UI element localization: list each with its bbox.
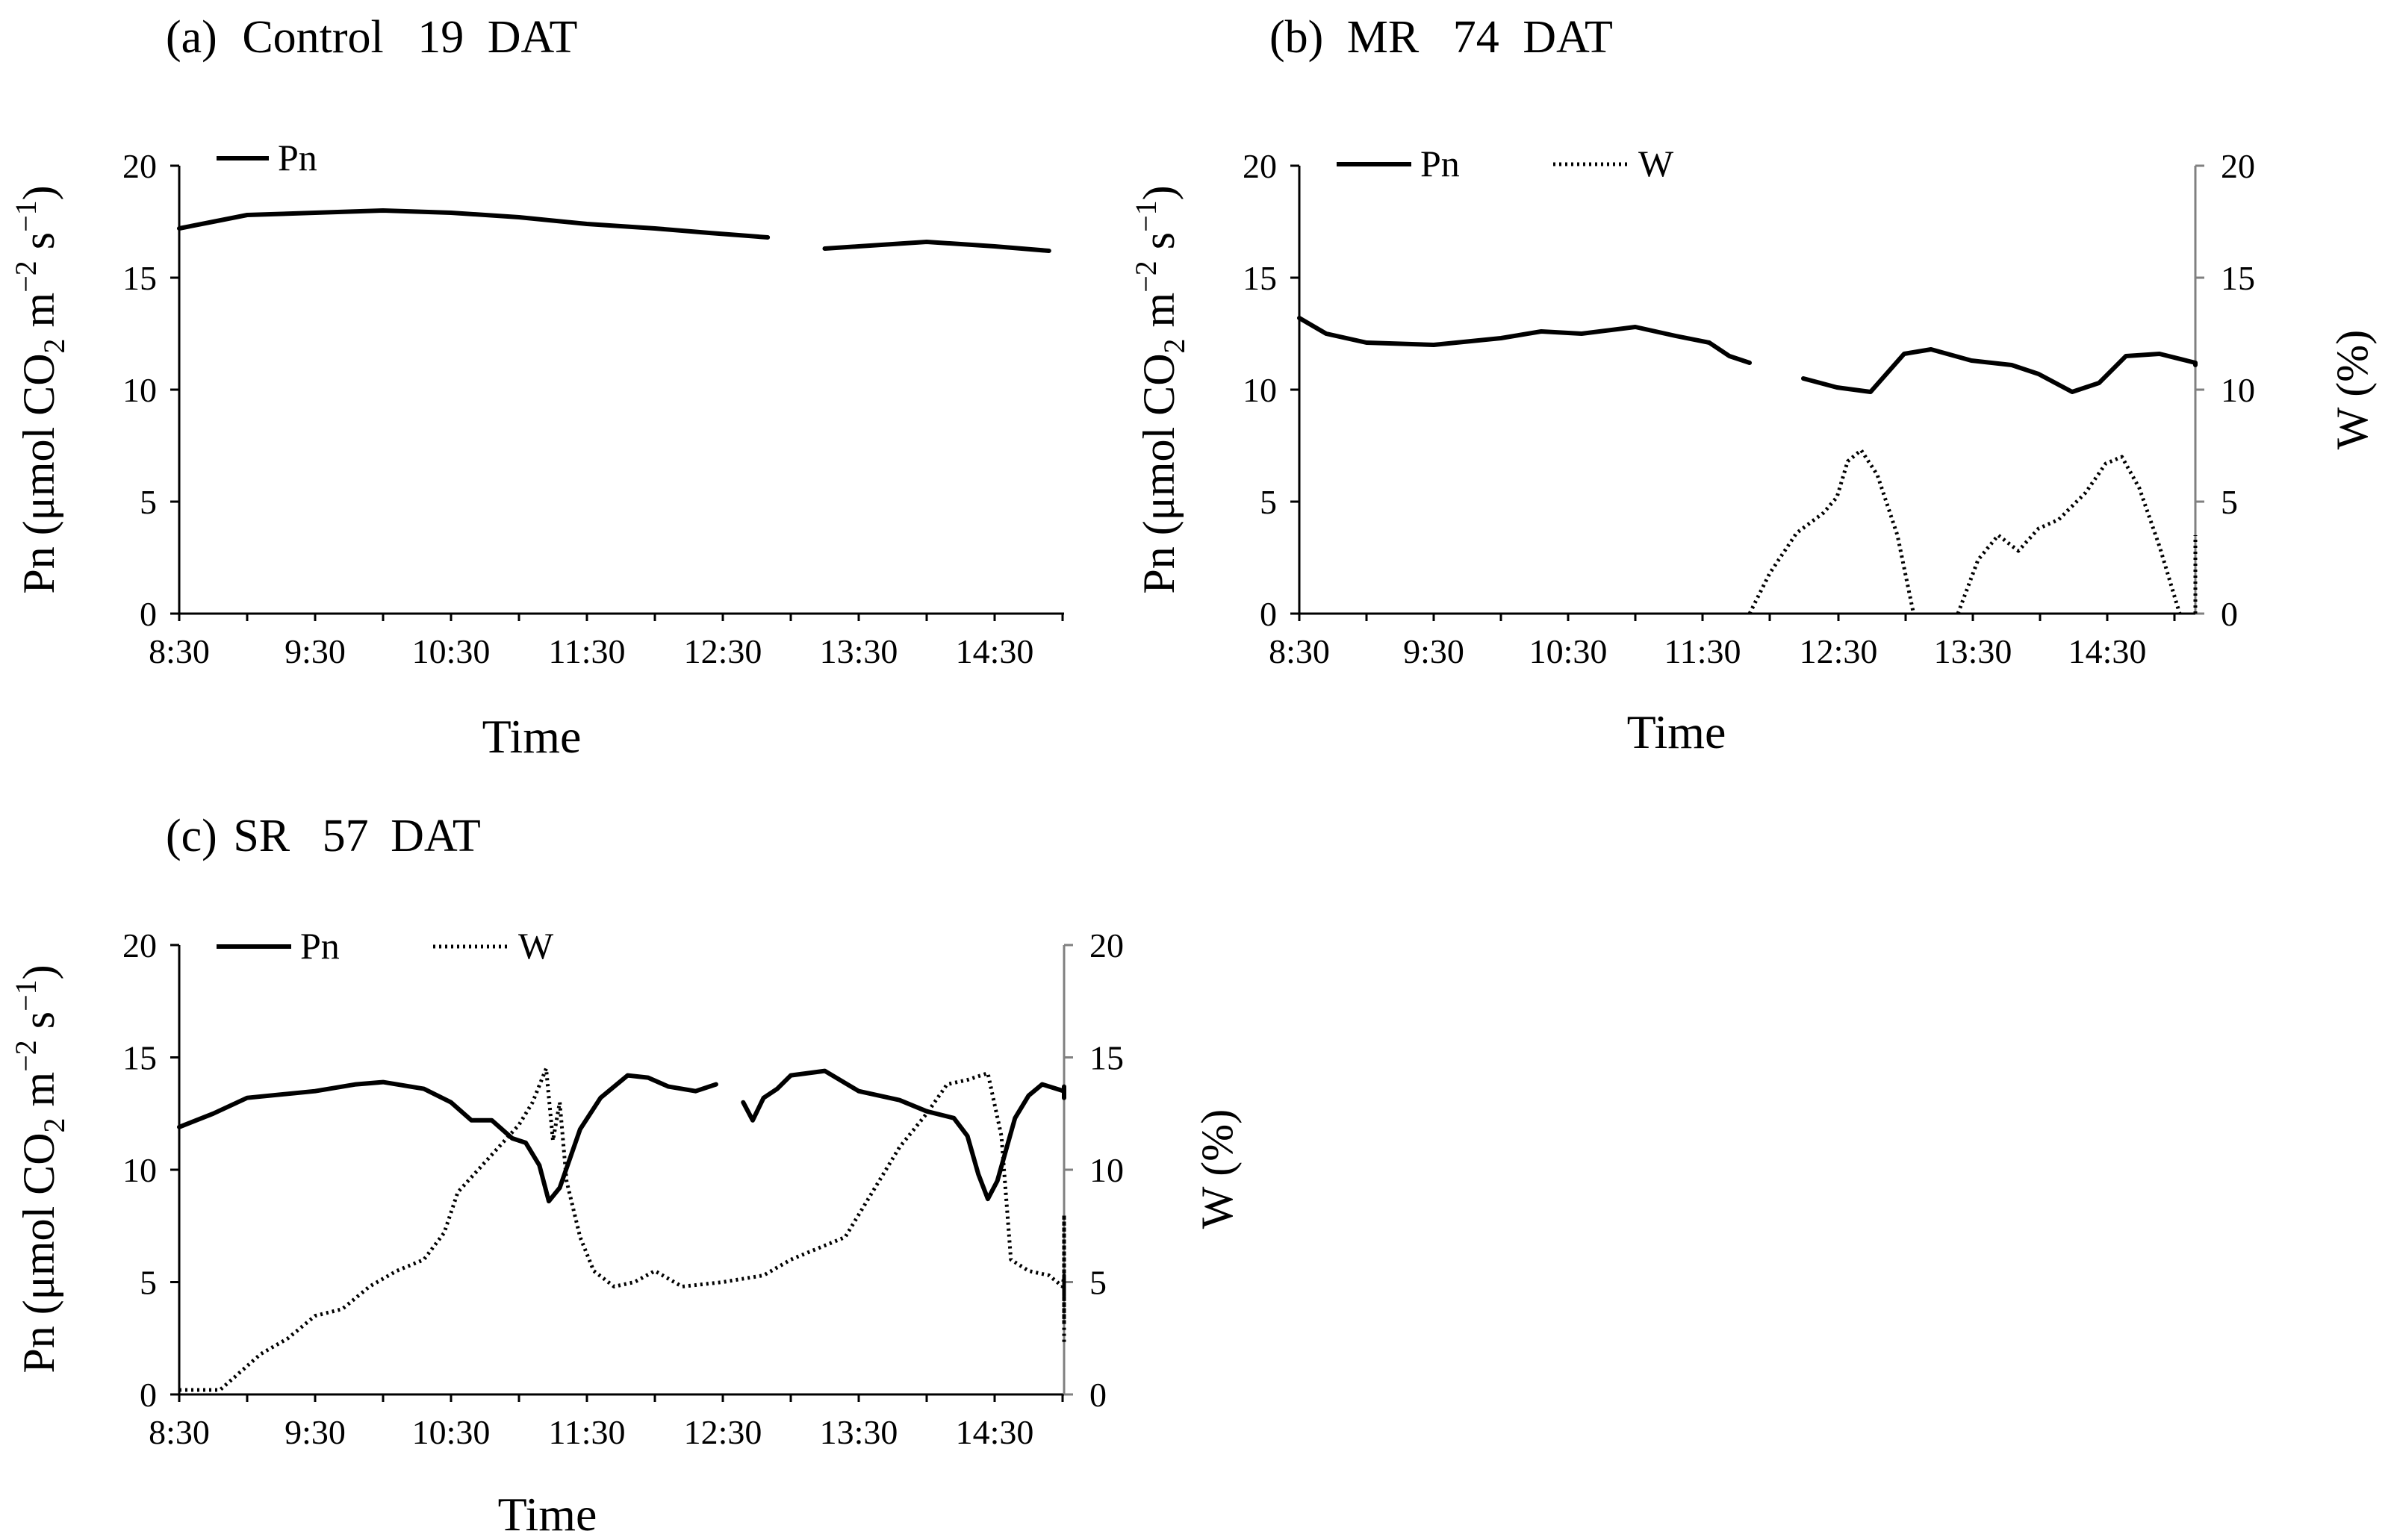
y-tick-label-a-1: 5 — [140, 483, 157, 521]
x-tick-label-c-2: 10:30 — [412, 1413, 491, 1451]
y-tick-label-c-3: 15 — [122, 1039, 157, 1077]
axis-ticks-c: 0 5 10 15 20 0 5 10 15 20 8:30 9:30 10:30 11:30 12:30 1… — [122, 926, 1124, 1451]
x-tick-label-a-6: 14:30 — [956, 632, 1034, 670]
y-tick-label-c-4: 20 — [122, 926, 157, 964]
y-tick-label-b-1: 5 — [1260, 483, 1277, 521]
y2-tick-label-c-1: 5 — [1089, 1264, 1107, 1302]
x-tick-label-c-1: 9:30 — [285, 1413, 346, 1451]
x-tick-label-a-0: 8:30 — [149, 632, 210, 670]
x-tick-label-a-2: 10:30 — [412, 632, 491, 670]
y2-tick-label-c-4: 20 — [1089, 926, 1124, 964]
legend-label-b-w: W — [1638, 143, 1674, 184]
panel-b: (b) MR 74 DAT 0 5 10 15 20 0 5 10 15 20 8:30 9:30 10… — [1129, 12, 2377, 758]
y-tick-label-a-0: 0 — [140, 595, 157, 633]
y-tick-label-a-4: 20 — [122, 147, 157, 185]
y-tick-label-b-3: 15 — [1243, 259, 1277, 297]
y2-tick-label-b-4: 20 — [2221, 147, 2255, 185]
panel-title-b: (b) MR 74 DAT — [1269, 12, 1613, 63]
panel-title-a-unit: DAT — [488, 12, 578, 63]
y2-tick-label-b-3: 15 — [2221, 259, 2255, 297]
y2-tick-label-b-0: 0 — [2221, 595, 2238, 633]
x-tick-label-c-5: 13:30 — [820, 1413, 898, 1451]
y2-tick-label-c-0: 0 — [1089, 1376, 1107, 1414]
panel-title-a-label: (a) — [166, 12, 217, 63]
y2-tick-label-c-2: 10 — [1089, 1151, 1124, 1189]
y-tick-label-a-2: 10 — [122, 371, 157, 409]
panel-title-c: (c) SR 57 DAT — [166, 811, 481, 861]
x-tick-label-c-3: 11:30 — [548, 1413, 625, 1451]
panel-title-c-days: 57 — [323, 811, 369, 861]
series-b-w-segment-1 — [1956, 455, 2182, 614]
x-axis-title-a: Time — [482, 710, 582, 763]
legend-label-c-w: W — [518, 925, 554, 967]
legend-label-c-pn: Pn — [300, 925, 340, 967]
y-axis-title-a: Pn (μmol CO2 m−2 s−1) — [9, 185, 71, 593]
series-a-pn-segment-0 — [177, 208, 771, 240]
x-tick-label-b-4: 12:30 — [1800, 632, 1878, 670]
panel-title-a: (a) Control 19 DAT — [166, 12, 577, 63]
y-tick-label-b-0: 0 — [1260, 595, 1277, 633]
series-b-pn-segment-1 — [1801, 347, 2198, 394]
series-b-w-segment-0 — [1747, 448, 1916, 615]
panel-title-b-unit: DAT — [1523, 12, 1613, 63]
series-group-a — [177, 208, 1051, 253]
y2-tick-label-c-3: 15 — [1089, 1039, 1124, 1077]
x-tick-label-a-4: 12:30 — [684, 632, 762, 670]
y2-tick-label-b-1: 5 — [2221, 483, 2238, 521]
legend-label-a-pn: Pn — [278, 137, 317, 178]
panel-title-b-label: (b) — [1269, 12, 1323, 63]
x-tick-label-b-5: 13:30 — [1934, 632, 2012, 670]
panel-title-a-days: 19 — [417, 12, 464, 63]
y2-tick-label-b-2: 10 — [2221, 371, 2255, 409]
series-a-pn-segment-1 — [822, 240, 1051, 253]
series-c-pn-segment-1 — [741, 1068, 1066, 1202]
x-tick-label-c-4: 12:30 — [684, 1413, 762, 1451]
panel-title-b-days: 74 — [1453, 12, 1499, 63]
y2-axis-title-b: W (%) — [2328, 330, 2377, 450]
y-tick-label-c-0: 0 — [140, 1376, 157, 1414]
panel-c: (c) SR 57 DAT 0 5 10 15 20 0 5 10 15 20 8:30 9:30 10… — [9, 811, 1242, 1540]
axis-ticks-a: 0 5 10 15 20 8:30 9:30 10:30 11:30 12:30 13:30 14:3… — [122, 147, 1064, 670]
y2-axis-title-c: W (%) — [1193, 1109, 1242, 1229]
x-tick-label-a-1: 9:30 — [285, 632, 346, 670]
y-tick-label-c-2: 10 — [122, 1151, 157, 1189]
x-tick-label-b-2: 10:30 — [1529, 632, 1608, 670]
legend-label-b-pn: Pn — [1420, 143, 1460, 184]
panel-a: (a) Control 19 DAT 0 5 10 15 20 8:30 9:30 10:30… — [9, 12, 1064, 763]
panel-title-c-unit: DAT — [391, 811, 481, 861]
series-group-b — [1297, 316, 2198, 615]
series-c-w-segment-0 — [179, 1067, 1066, 1392]
x-tick-label-b-0: 8:30 — [1269, 632, 1330, 670]
panel-title-b-treatment: MR — [1347, 12, 1420, 63]
x-tick-label-a-5: 13:30 — [820, 632, 898, 670]
x-tick-label-c-0: 8:30 — [149, 1413, 210, 1451]
y-tick-label-c-1: 5 — [140, 1264, 157, 1302]
series-b-pn-segment-0 — [1297, 316, 1752, 365]
series-group-c — [177, 1067, 1066, 1392]
x-tick-label-b-3: 11:30 — [1664, 632, 1741, 670]
panel-title-a-treatment: Control — [242, 12, 383, 63]
panel-title-c-treatment: SR — [233, 811, 290, 861]
y-axis-title-c: Pn (μmol CO2 m−2 s−1) — [9, 964, 71, 1373]
axis-ticks-b: 0 5 10 15 20 0 5 10 15 20 8:30 9:30 10:30 11:30 12:30 1… — [1243, 147, 2255, 670]
x-tick-label-b-6: 14:30 — [2068, 632, 2147, 670]
y-tick-label-b-2: 10 — [1243, 371, 1277, 409]
y-tick-label-b-4: 20 — [1243, 147, 1277, 185]
y-axis-title-b: Pn (μmol CO2 m−2 s−1) — [1129, 185, 1191, 593]
x-tick-label-b-1: 9:30 — [1403, 632, 1464, 670]
x-axis-title-b: Time — [1627, 705, 1726, 758]
x-tick-label-c-6: 14:30 — [956, 1413, 1034, 1451]
y-tick-label-a-3: 15 — [122, 259, 157, 297]
series-c-pn-segment-0 — [177, 1073, 718, 1204]
x-tick-label-a-3: 11:30 — [548, 632, 625, 670]
panel-title-c-label: (c) — [166, 811, 217, 861]
x-axis-title-c: Time — [498, 1488, 597, 1540]
